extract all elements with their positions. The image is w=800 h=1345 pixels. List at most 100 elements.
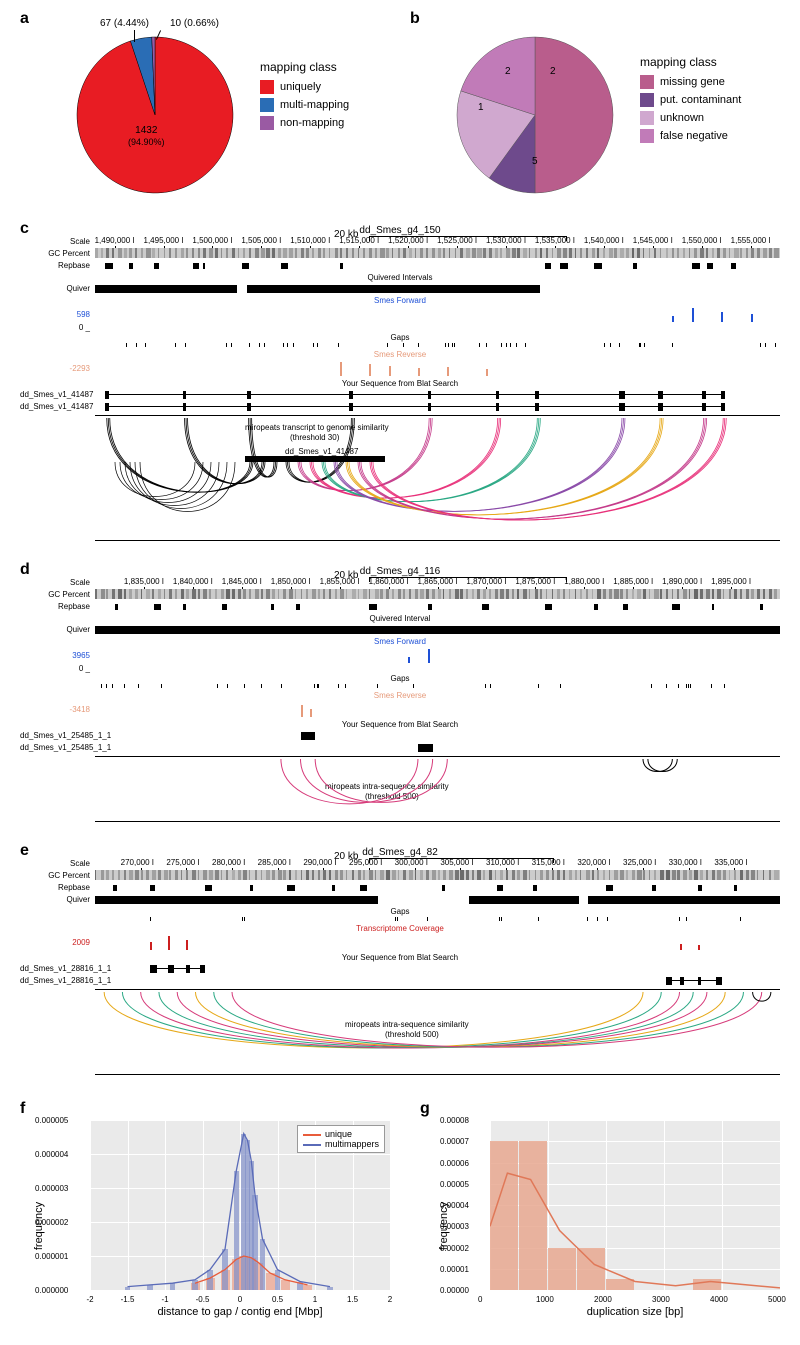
c-fwd-max: 598 bbox=[20, 310, 95, 320]
e-blat1 bbox=[95, 963, 780, 975]
d-fwd bbox=[95, 649, 780, 663]
d-fwd-lbl: Smes Forward bbox=[20, 637, 780, 646]
d-gc-lbl: GC Percent bbox=[20, 590, 95, 600]
d-zero: 0 _ bbox=[20, 664, 95, 674]
c-rev-min: -2293 bbox=[20, 364, 95, 374]
c-blat-row1: dd_Smes_v1_41487 bbox=[20, 389, 780, 401]
c-zero: 0 _ bbox=[20, 323, 95, 333]
browser-d: dd_Smes_g4_116 20 kb Scale1,835,000 I1,8… bbox=[20, 566, 780, 822]
c-fwd-row: 598 bbox=[20, 306, 780, 324]
e-blat-id2: dd_Smes_v1_28816_1_1 bbox=[20, 976, 95, 986]
c-gc-row: GC Percent bbox=[20, 248, 780, 260]
c-rev-lbl: Smes Reverse bbox=[20, 350, 780, 359]
legend-a-title: mapping class bbox=[260, 60, 349, 74]
c-gaps bbox=[95, 343, 780, 349]
e-ruler: 270,000 I275,000 I280,000 I285,000 I290,… bbox=[95, 858, 780, 870]
plot-g: 0100020003000400050000.000000.000010.000… bbox=[490, 1120, 780, 1290]
c-quivered-int: Quivered Intervals bbox=[20, 273, 780, 282]
pie-a: 1432 (94.90%) bbox=[70, 30, 240, 200]
c-blat-lbl: Your Sequence from Blat Search bbox=[20, 379, 780, 388]
legend-b: mapping class missing geneput. contamina… bbox=[640, 55, 741, 147]
c-ruler-row: Scale 1,490,000 I1,495,000 I1,500,000 I1… bbox=[20, 236, 780, 248]
c-blat-id1: dd_Smes_v1_41487 bbox=[20, 390, 95, 400]
browser-c: dd_Smes_g4_150 20 kb Scale 1,490,000 I1,… bbox=[20, 225, 780, 541]
d-gaps-lbl: Gaps bbox=[20, 674, 780, 683]
d-blat1 bbox=[95, 730, 780, 742]
pie-a-center-label: 1432 (94.90%) bbox=[128, 125, 165, 149]
pie-a-uniquely-count: 1432 bbox=[135, 125, 157, 136]
pie-b-1: 1 bbox=[478, 102, 484, 114]
c-gaps-row bbox=[20, 343, 780, 349]
svg-text:(threshold 30): (threshold 30) bbox=[290, 433, 340, 442]
pie-a-svg bbox=[70, 30, 240, 200]
d-blat-id2: dd_Smes_v1_25485_1_1 bbox=[20, 743, 95, 753]
e-blat-lbl: Your Sequence from Blat Search bbox=[20, 953, 780, 962]
c-zero-row: 0 _ bbox=[20, 324, 780, 332]
d-fwd-max: 3965 bbox=[20, 651, 95, 661]
pie-b-2b: 2 bbox=[505, 66, 511, 78]
e-quiver-lbl: Quiver bbox=[20, 895, 95, 905]
c-blat-id2: dd_Smes_v1_41487 bbox=[20, 402, 95, 412]
d-quivered-int: Quivered Interval bbox=[20, 614, 780, 623]
d-rev bbox=[95, 703, 780, 717]
d-arcs: miropeats intra-sequence similarity(thre… bbox=[95, 759, 780, 819]
panel-b: b 5 1 2 2 mapping class missing geneput.… bbox=[400, 0, 800, 200]
svg-text:miropeats intra-sequence simil: miropeats intra-sequence similarity bbox=[345, 1020, 469, 1029]
panel-g: 0100020003000400050000.000000.000010.000… bbox=[490, 1120, 780, 1320]
d-blat2 bbox=[95, 742, 780, 754]
d-gaps bbox=[95, 684, 780, 690]
panel-e: e dd_Smes_g4_82 20 kb Scale270,000 I275,… bbox=[0, 847, 800, 1075]
panel-fg-row: f -2-1.5-1-0.500.511.520.0000000.0000010… bbox=[0, 1105, 800, 1345]
c-quiver bbox=[95, 283, 780, 295]
c-gc-lbl: GC Percent bbox=[20, 249, 95, 259]
c-repbase bbox=[95, 260, 780, 272]
e-blat2 bbox=[95, 975, 780, 987]
browser-c-title: dd_Smes_g4_150 20 kb bbox=[20, 225, 780, 236]
f-ylabel: frequency bbox=[33, 1202, 45, 1250]
f-xlabel: distance to gap / contig end [Mbp] bbox=[90, 1306, 390, 1318]
panel-d: d dd_Smes_g4_116 20 kb Scale1,835,000 I1… bbox=[0, 566, 800, 822]
c-blat-row2: dd_Smes_v1_41487 bbox=[20, 401, 780, 413]
pie-b-2a: 2 bbox=[550, 66, 556, 78]
figure-root: a 1432 (94.90%) 67 (4.44%) 10 (0.66%) ma… bbox=[0, 0, 800, 1345]
c-ruler: 1,490,000 I1,495,000 I1,500,000 I1,505,0… bbox=[95, 236, 780, 248]
e-quiver bbox=[95, 894, 780, 906]
d-rev-min: -3418 bbox=[20, 705, 95, 715]
svg-text:miropeats transcript to genome: miropeats transcript to genome similarit… bbox=[245, 423, 389, 432]
d-seqname: dd_Smes_g4_116 bbox=[360, 566, 440, 577]
d-blat-id1: dd_Smes_v1_25485_1_1 bbox=[20, 731, 95, 741]
leader-1 bbox=[134, 30, 135, 42]
browser-d-title: dd_Smes_g4_116 20 kb bbox=[20, 566, 780, 577]
panel-f: -2-1.5-1-0.500.511.520.0000000.0000010.0… bbox=[90, 1120, 390, 1320]
e-cov-max: 2009 bbox=[20, 938, 95, 948]
pie-a-multi-label: 67 (4.44%) bbox=[100, 18, 149, 30]
c-fwd bbox=[95, 308, 780, 322]
c-rev bbox=[95, 362, 780, 376]
g-xlabel: duplication size [bp] bbox=[490, 1306, 780, 1318]
e-blat-id1: dd_Smes_v1_28816_1_1 bbox=[20, 964, 95, 974]
pie-b-svg bbox=[450, 30, 620, 200]
e-cov-lbl: Transcriptome Coverage bbox=[20, 924, 780, 933]
c-arcs: miropeats transcript to genome similarit… bbox=[95, 418, 780, 538]
c-blat1 bbox=[95, 389, 780, 401]
panel-c: c dd_Smes_g4_150 20 kb Scale 1,490,000 I… bbox=[0, 225, 800, 541]
panel-f-label: f bbox=[20, 1100, 25, 1118]
c-blat2 bbox=[95, 401, 780, 413]
d-quiver-lbl: Quiver bbox=[20, 625, 95, 635]
pie-a-non-label: 10 (0.66%) bbox=[170, 18, 219, 30]
c-gaps-lbl: Gaps bbox=[20, 333, 780, 342]
e-rep-lbl: Repbase bbox=[20, 883, 95, 893]
e-cov bbox=[95, 936, 780, 950]
d-gc bbox=[95, 589, 780, 599]
d-rev-lbl: Smes Reverse bbox=[20, 691, 780, 700]
e-gaps-lbl: Gaps bbox=[20, 907, 780, 916]
e-seqname: dd_Smes_g4_82 bbox=[362, 847, 438, 858]
e-repbase bbox=[95, 882, 780, 894]
d-rep-lbl: Repbase bbox=[20, 602, 95, 612]
d-repbase bbox=[95, 601, 780, 613]
c-rev-row: -2293 bbox=[20, 360, 780, 378]
svg-text:(threshold 500): (threshold 500) bbox=[385, 1030, 439, 1039]
d-quiver bbox=[95, 624, 780, 636]
pie-b: 5 1 2 2 bbox=[450, 30, 620, 200]
e-gc-lbl: GC Percent bbox=[20, 871, 95, 881]
